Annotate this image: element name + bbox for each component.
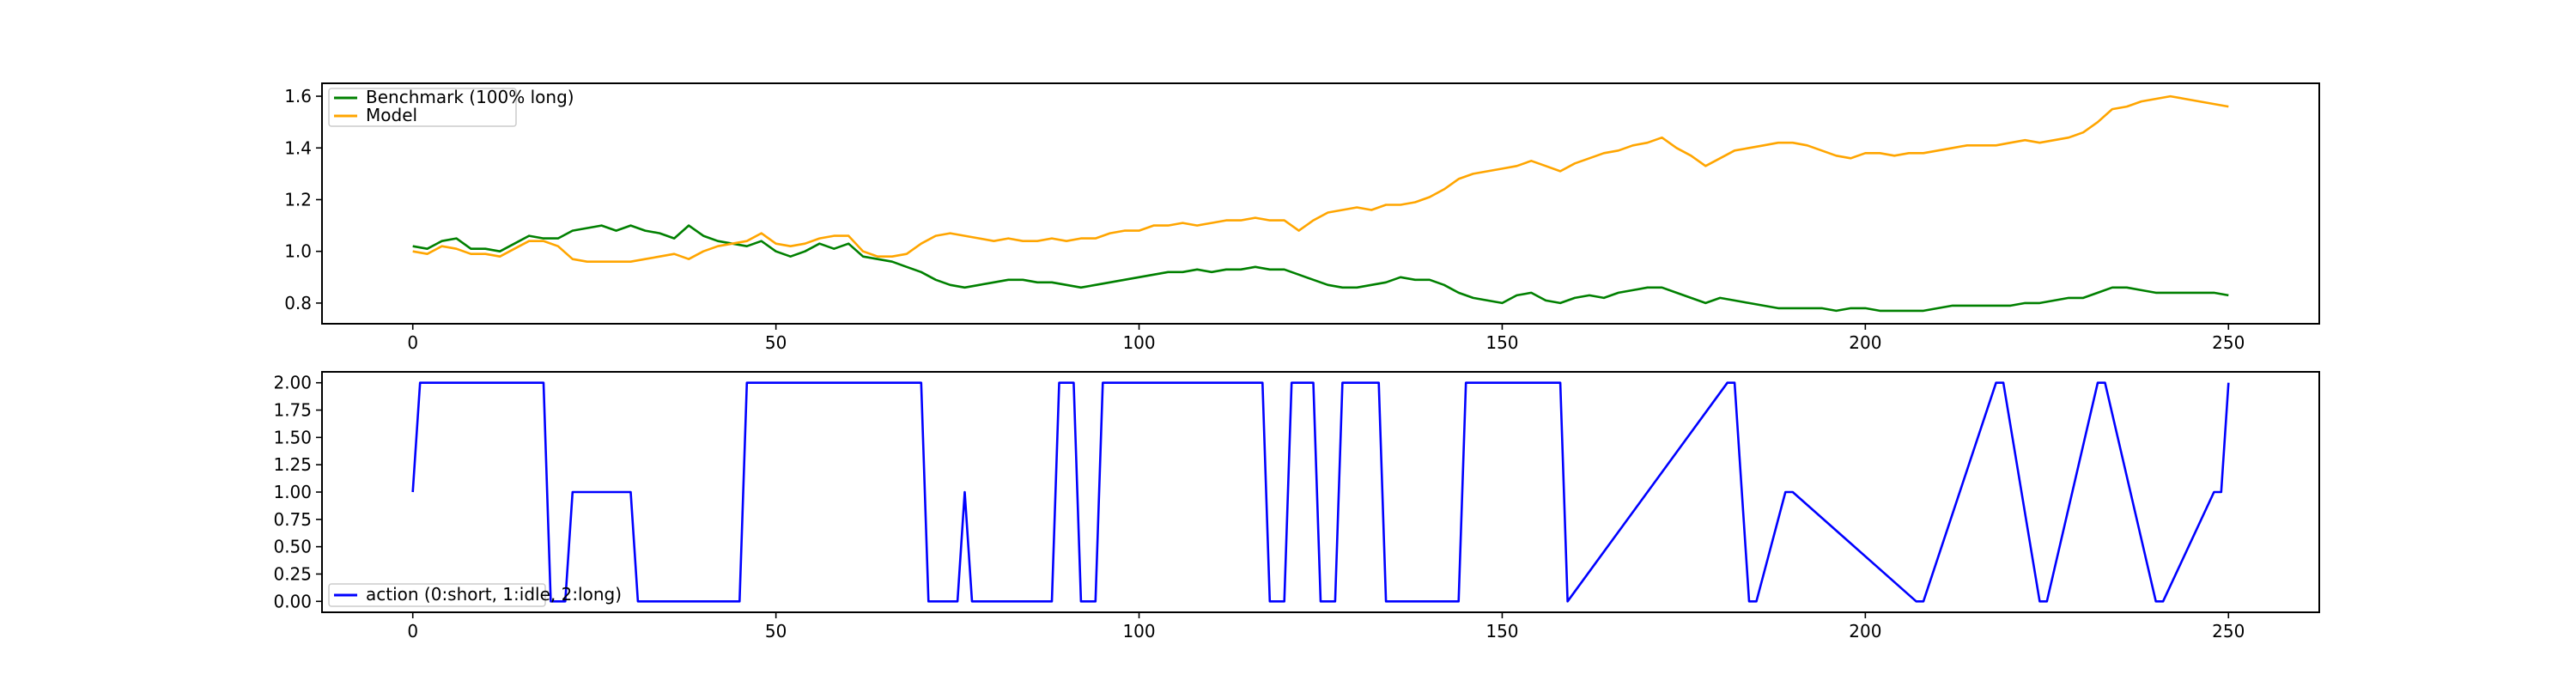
price-axes: 0 50 100 150 200 250 0.8 1.0 1.2 1.4 1.6 Benchmar… bbox=[284, 82, 2320, 353]
action-legend-box bbox=[328, 583, 546, 607]
price-axes-frame bbox=[321, 82, 2320, 325]
action-y-tick-label: 0.75 bbox=[273, 509, 312, 530]
action-x-tick-label: 150 bbox=[1485, 621, 1518, 641]
price-y-tick-label: 1.6 bbox=[284, 86, 312, 106]
action-x-tick-label: 200 bbox=[1849, 621, 1881, 641]
action-series bbox=[411, 381, 2230, 603]
price-x-tick-label: 150 bbox=[1485, 332, 1518, 353]
price-y-tick-label: 1.2 bbox=[284, 189, 312, 210]
price-x-tick-label: 100 bbox=[1122, 332, 1155, 353]
price-y-tick-label: 0.8 bbox=[284, 293, 312, 313]
action-y-tick-label: 0.00 bbox=[273, 591, 312, 611]
action-x-tick-label: 100 bbox=[1122, 621, 1155, 641]
action-x-axis: 0 50 100 150 200 250 bbox=[407, 612, 2245, 641]
action-y-axis: 0.00 0.25 0.50 0.75 1.00 1.25 1.50 1.75 2.00 bbox=[273, 373, 322, 611]
price-series bbox=[412, 94, 2229, 313]
price-series-line-0 bbox=[412, 224, 2229, 313]
price-x-tick-label: 200 bbox=[1849, 332, 1881, 353]
price-x-tick-label: 250 bbox=[2212, 332, 2245, 353]
action-axes: 0 50 100 150 200 250 0.00 0.25 0.50 0.75 1.00 1.25… bbox=[273, 371, 2320, 641]
action-series-line-0 bbox=[411, 381, 2230, 603]
action-y-tick-label: 1.00 bbox=[273, 482, 312, 502]
legend-label-benchmark: Benchmark (100% long) bbox=[366, 87, 574, 107]
legend-label-model: Model bbox=[366, 105, 417, 125]
action-legend: action (0:short, 1:idle, 2:long) bbox=[328, 583, 622, 607]
action-x-tick-label: 50 bbox=[765, 621, 787, 641]
price-y-axis: 0.8 1.0 1.2 1.4 1.6 bbox=[284, 86, 322, 313]
action-x-tick-label: 250 bbox=[2212, 621, 2245, 641]
action-y-tick-label: 1.75 bbox=[273, 400, 312, 421]
legend-label-action: action (0:short, 1:idle, 2:long) bbox=[366, 584, 622, 605]
price-legend-box bbox=[328, 88, 517, 127]
price-series-line-1 bbox=[412, 94, 2229, 264]
action-y-tick-label: 2.00 bbox=[273, 373, 312, 393]
action-y-tick-label: 0.25 bbox=[273, 563, 312, 584]
action-y-tick-label: 0.50 bbox=[273, 537, 312, 557]
price-x-axis: 0 50 100 150 200 250 bbox=[407, 324, 2245, 353]
price-y-tick-label: 1.0 bbox=[284, 241, 312, 262]
action-x-tick-label: 0 bbox=[407, 621, 418, 641]
price-x-tick-label: 0 bbox=[407, 332, 418, 353]
price-y-tick-label: 1.4 bbox=[284, 137, 312, 158]
price-x-tick-label: 50 bbox=[765, 332, 787, 353]
price-legend: Benchmark (100% long) Model bbox=[328, 87, 574, 127]
action-y-tick-label: 1.25 bbox=[273, 454, 312, 475]
action-y-tick-label: 1.50 bbox=[273, 427, 312, 447]
